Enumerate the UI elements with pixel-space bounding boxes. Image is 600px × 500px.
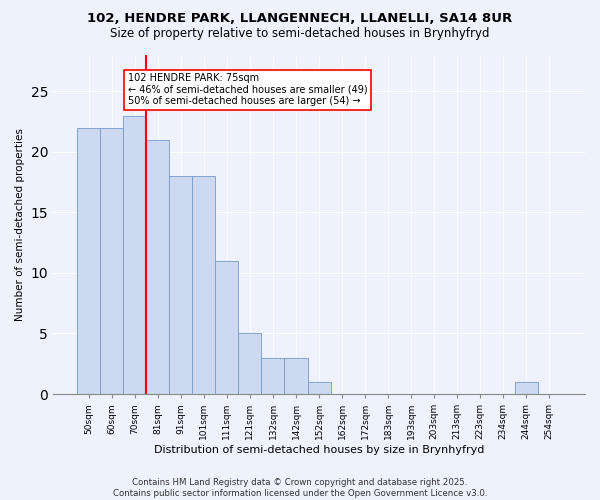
Y-axis label: Number of semi-detached properties: Number of semi-detached properties: [15, 128, 25, 321]
Bar: [193, 176, 215, 394]
Bar: [308, 382, 331, 394]
Bar: [262, 358, 284, 394]
Text: Size of property relative to semi-detached houses in Brynhyfryd: Size of property relative to semi-detach…: [110, 28, 490, 40]
Bar: [169, 176, 193, 394]
Text: Contains HM Land Registry data © Crown copyright and database right 2025.
Contai: Contains HM Land Registry data © Crown c…: [113, 478, 487, 498]
Bar: [146, 140, 169, 394]
Bar: [284, 358, 308, 394]
Bar: [100, 128, 123, 394]
Bar: [515, 382, 538, 394]
Text: 102 HENDRE PARK: 75sqm
← 46% of semi-detached houses are smaller (49)
50% of sem: 102 HENDRE PARK: 75sqm ← 46% of semi-det…: [128, 73, 368, 106]
Bar: [123, 116, 146, 394]
Bar: [238, 334, 262, 394]
Text: 102, HENDRE PARK, LLANGENNECH, LLANELLI, SA14 8UR: 102, HENDRE PARK, LLANGENNECH, LLANELLI,…: [88, 12, 512, 26]
Bar: [215, 261, 238, 394]
Bar: [77, 128, 100, 394]
X-axis label: Distribution of semi-detached houses by size in Brynhyfryd: Distribution of semi-detached houses by …: [154, 445, 484, 455]
